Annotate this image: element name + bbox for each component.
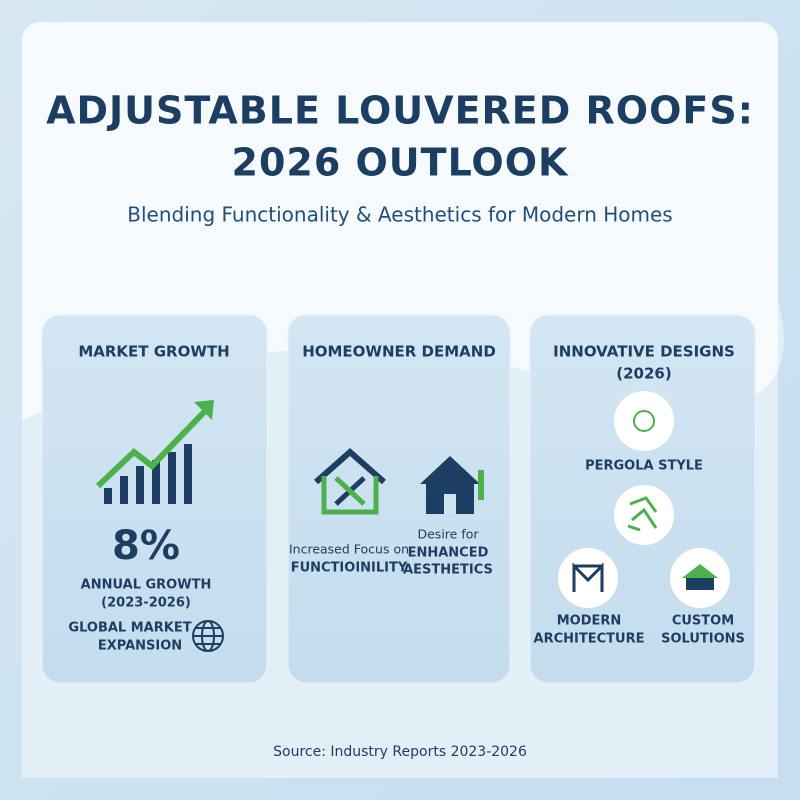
note: EXPANSION <box>98 639 182 654</box>
item-text: CUSTOM <box>672 614 734 629</box>
item-text: ARCHITECTURE <box>534 632 645 647</box>
stat-label: ANNUAL GROWTH <box>81 578 212 593</box>
bar-icon <box>104 444 192 504</box>
card-title: MARKET GROWTH <box>78 343 229 361</box>
arrow-head <box>194 400 214 420</box>
card-title: INNOVATIVE DESIGNS <box>553 343 735 361</box>
house-tools-icon <box>314 447 386 515</box>
source: Source: Industry Reports 2023-2026 <box>273 744 527 760</box>
item-text: Increased Focus on <box>289 542 409 557</box>
item-text: Desire for <box>417 527 479 542</box>
item-text: SOLUTIONS <box>661 632 745 647</box>
card-title: HOMEOWNER DEMAND <box>302 343 496 361</box>
period: (2023-2026) <box>101 596 191 611</box>
subtitle: Blending Functionality & Aesthetics for … <box>127 203 672 227</box>
design-icons <box>558 391 730 608</box>
note: GLOBAL MARKET <box>68 621 191 636</box>
arrow <box>95 405 211 489</box>
title-line: ADJUSTABLE LOUVERED ROOFS: <box>46 89 754 133</box>
item-text: PERGOLA STYLE <box>585 459 703 474</box>
card <box>287 314 511 684</box>
card-title: (2026) <box>616 365 671 383</box>
title-line: 2026 OUTLOOK <box>232 141 570 185</box>
globe-icon <box>192 620 224 652</box>
item-text: MODERN <box>557 614 622 629</box>
item-text: AESTHETICS <box>403 563 493 578</box>
stat: 8% <box>112 523 180 569</box>
house-brush-icon <box>420 456 484 514</box>
item-text: ENHANCED <box>408 546 489 561</box>
item-text: FUNCTIOINILITY <box>291 561 408 576</box>
